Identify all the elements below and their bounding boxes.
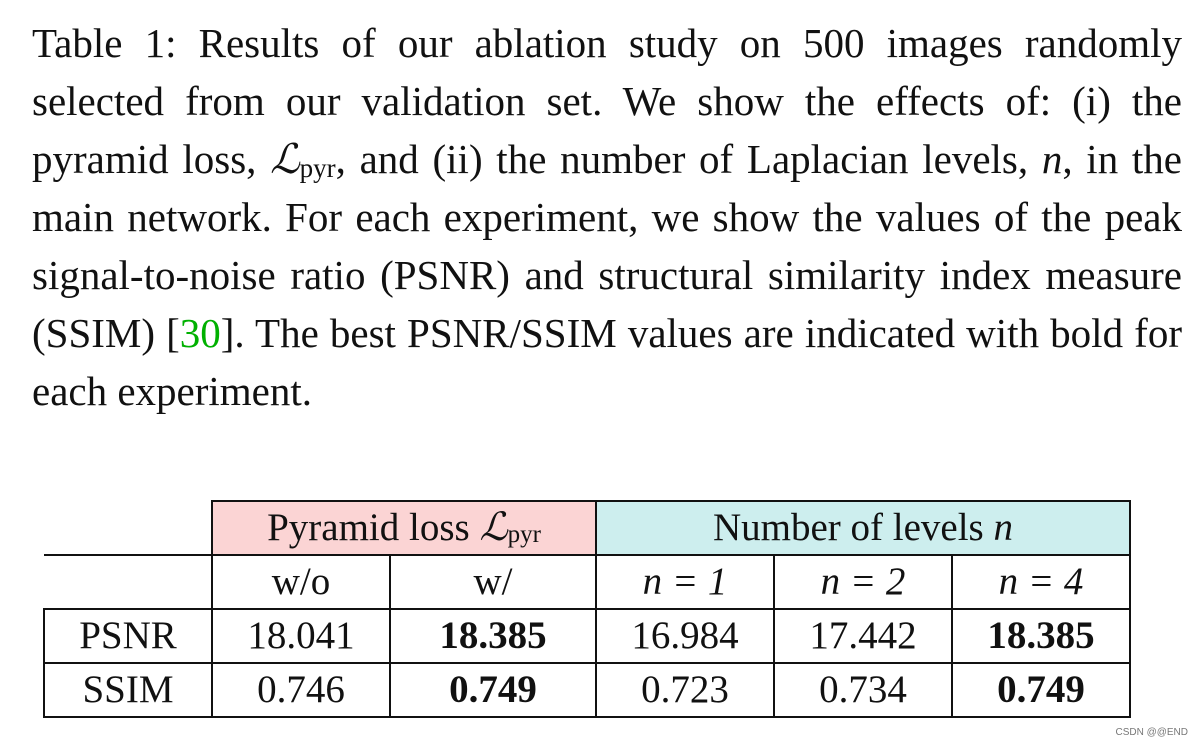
pyramid-loss-subscript: pyr (299, 153, 336, 183)
cell-ssim-with: 0.749 (389, 662, 597, 718)
cell-psnr-with: 18.385 (389, 608, 597, 664)
corner-cell (44, 555, 213, 610)
pyramid-loss-header: Pyramid loss ℒpyr (211, 500, 597, 556)
col-header-n2: n = 2 (773, 554, 953, 610)
table-caption: Table 1: Results of our ablation study o… (32, 14, 1182, 420)
pyramid-loss-symbol: ℒ (270, 136, 300, 182)
col-header-n1: n = 1 (595, 554, 775, 610)
caption-text-3: , in the main network. For each experime… (32, 136, 1182, 356)
cell-ssim-n1: 0.723 (595, 662, 775, 718)
cell-psnr-n4: 18.385 (951, 608, 1131, 664)
citation-link[interactable]: 30 (179, 310, 221, 356)
row-label-ssim: SSIM (43, 662, 213, 718)
table-row: PSNR 18.041 18.385 16.984 17.442 18.385 (43, 608, 1131, 664)
table-row: SSIM 0.746 0.749 0.723 0.734 0.749 (43, 662, 1131, 718)
column-header-row: w/o w/ n = 1 n = 2 n = 4 (44, 554, 1131, 610)
levels-header: Number of levels n (595, 500, 1131, 556)
col-header-with: w/ (389, 554, 597, 610)
col-header-without: w/o (211, 554, 391, 610)
corner-cell (44, 501, 213, 556)
watermark: CSDN @@END (1115, 727, 1188, 738)
cell-ssim-without: 0.746 (211, 662, 391, 718)
row-label-psnr: PSNR (43, 608, 213, 664)
cell-psnr-n2: 17.442 (773, 608, 953, 664)
ablation-table: Pyramid loss ℒpyr Number of levels n w/o… (43, 500, 1131, 718)
cell-ssim-n4: 0.749 (951, 662, 1131, 718)
group-header-row: Pyramid loss ℒpyr Number of levels n (44, 500, 1131, 556)
caption-text-1: Table 1: Results of our ablation study o… (32, 20, 1182, 182)
cell-psnr-n1: 16.984 (595, 608, 775, 664)
caption-text-4: ]. The best PSNR/SSIM values are indicat… (32, 310, 1182, 414)
caption-text-2: , and (ii) the number of Laplacian level… (335, 136, 1042, 182)
levels-symbol: n (1041, 136, 1063, 182)
cell-psnr-without: 18.041 (211, 608, 391, 664)
col-header-n4: n = 4 (951, 554, 1131, 610)
cell-ssim-n2: 0.734 (773, 662, 953, 718)
